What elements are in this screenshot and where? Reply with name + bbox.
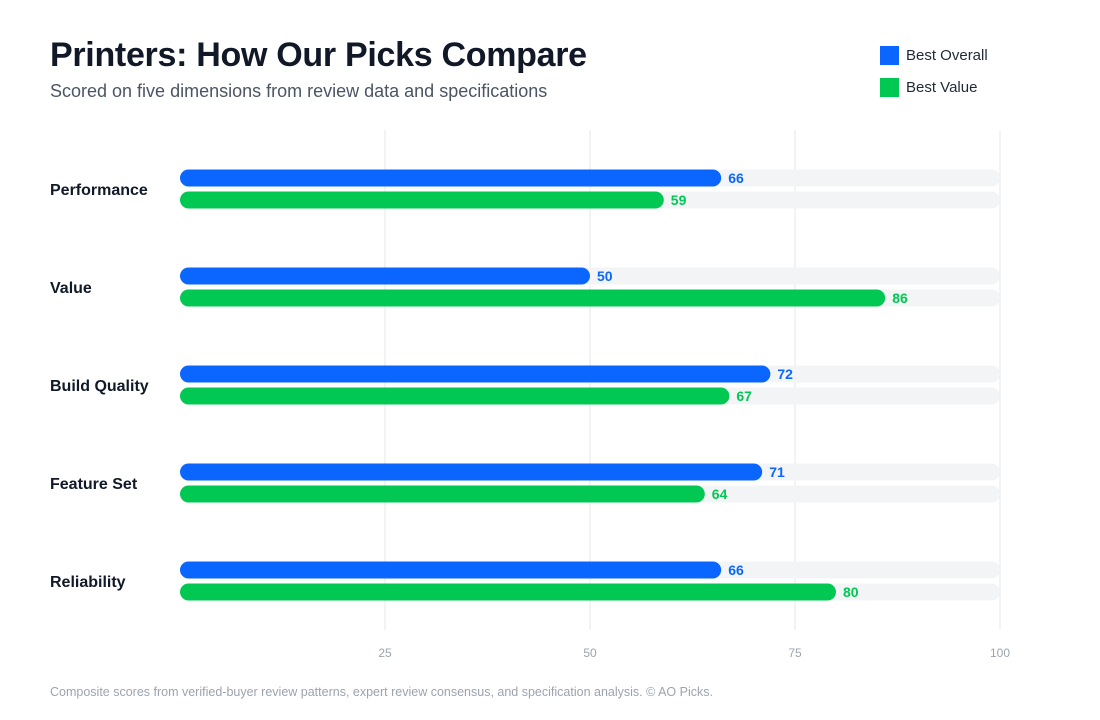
bar-reliability-best-value [180, 583, 836, 601]
data-label-value-best-overall: 50 [597, 268, 613, 284]
x-tick-label-50: 50 [583, 646, 597, 660]
category-label-reliability: Reliability [50, 574, 126, 591]
bar-value-best-value [180, 289, 886, 307]
category-label-feature-set: Feature Set [50, 476, 138, 493]
labels-layer: 25 50 75 100 Performance 66 59 Value 50 86 Build Q… [50, 170, 1010, 660]
bar-performance-best-overall [180, 169, 722, 187]
bars-layer [180, 169, 1000, 601]
data-label-performance-best-overall: 66 [728, 170, 744, 186]
legend-swatch-best-overall [880, 45, 899, 65]
bar-performance-best-value [180, 191, 664, 209]
category-label-performance: Performance [50, 182, 148, 199]
bar-reliability-best-overall [180, 561, 722, 579]
bar-value-best-overall [180, 267, 590, 285]
bar-build-quality-best-overall [180, 365, 771, 383]
bar-feature-set-best-overall [180, 463, 763, 481]
x-tick-label-25: 25 [378, 646, 392, 660]
bar-feature-set-best-value [180, 485, 705, 503]
data-label-performance-best-value: 59 [671, 192, 687, 208]
data-label-value-best-value: 86 [892, 290, 908, 306]
page-subtitle: Scored on five dimensions from review da… [50, 81, 548, 101]
data-label-reliability-best-value: 80 [843, 584, 859, 600]
legend: Best Overall Best Value [880, 45, 988, 109]
page-title: Printers: How Our Picks Compare [50, 36, 587, 74]
bar-build-quality-best-value [180, 387, 730, 405]
category-label-build-quality: Build Quality [50, 378, 149, 395]
data-label-build-quality-best-overall: 72 [777, 366, 793, 382]
x-tick-label-100: 100 [990, 646, 1010, 660]
x-tick-label-75: 75 [788, 646, 802, 660]
legend-item-best-value: Best Value [880, 77, 988, 97]
legend-item-best-overall: Best Overall [880, 45, 988, 65]
legend-swatch-best-value [880, 77, 899, 97]
data-label-feature-set-best-overall: 71 [769, 464, 785, 480]
footnote: Composite scores from verified-buyer rev… [50, 685, 713, 699]
data-label-build-quality-best-value: 67 [736, 388, 752, 404]
data-label-feature-set-best-value: 64 [712, 486, 728, 502]
category-label-value: Value [50, 280, 92, 297]
legend-label-best-overall: Best Overall [906, 46, 988, 64]
legend-label-best-value: Best Value [906, 78, 978, 96]
data-label-reliability-best-overall: 66 [728, 562, 744, 578]
